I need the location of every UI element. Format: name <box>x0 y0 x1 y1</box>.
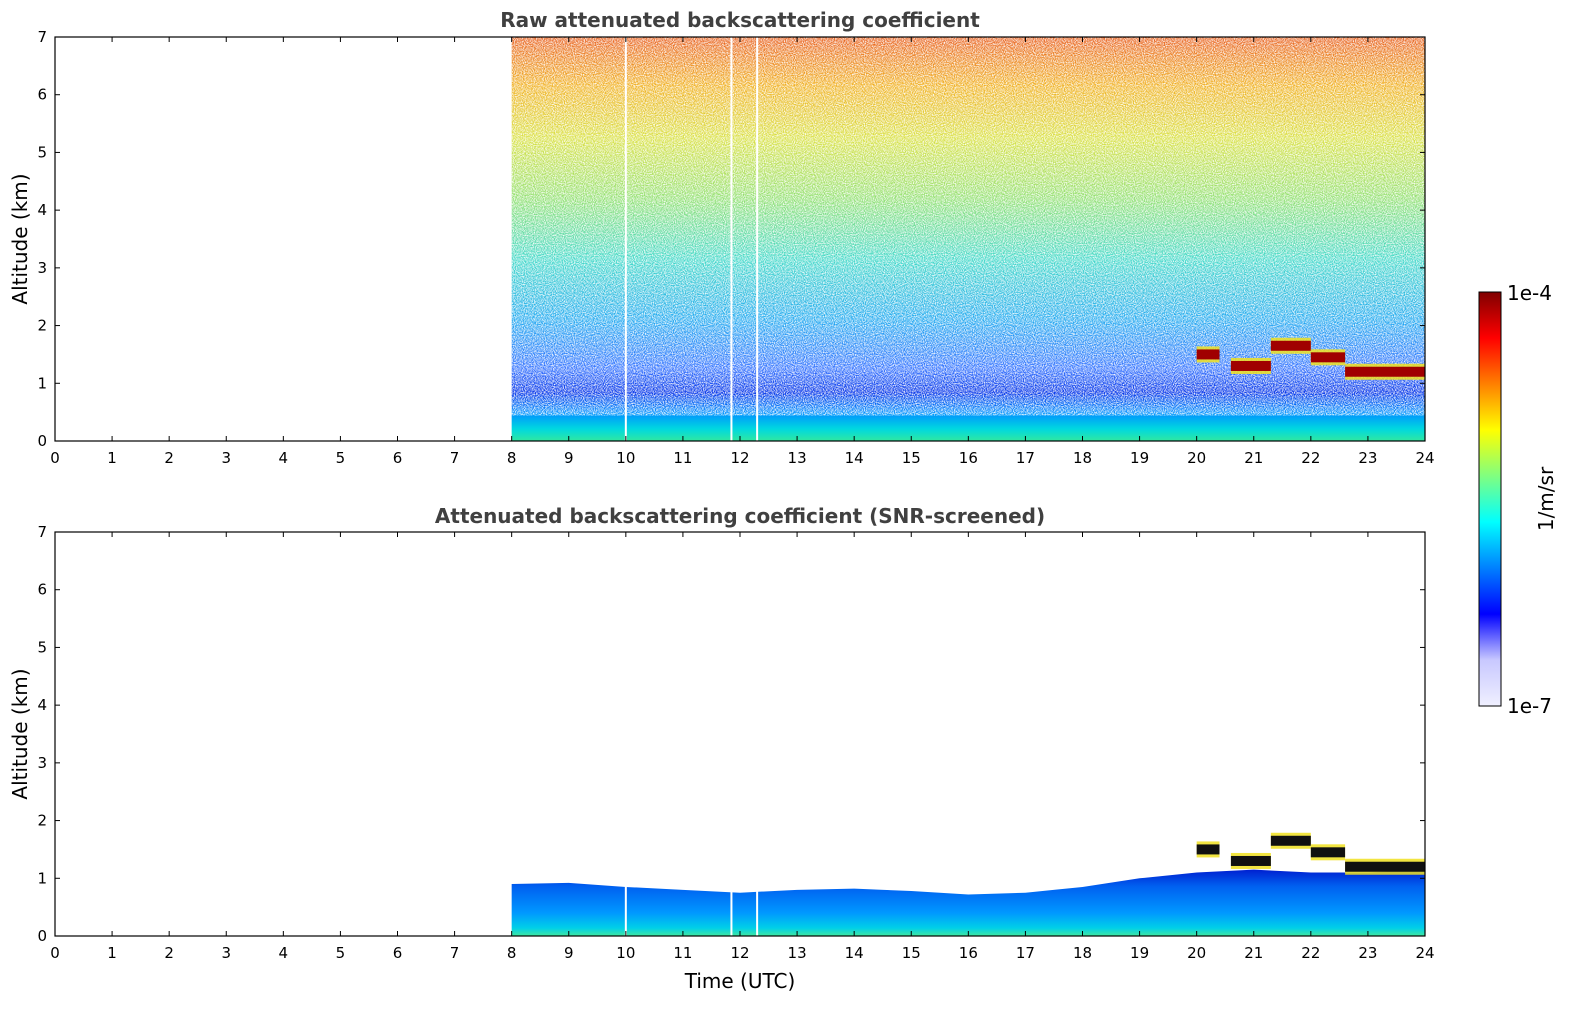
y-tick-label: 3 <box>37 754 47 772</box>
x-axis-label: Time (UTC) <box>684 969 796 993</box>
screened-panel-y-axis-label: Altitude (km) <box>8 668 32 799</box>
x-tick-label: 20 <box>1187 944 1206 962</box>
screened-panel-title: Attenuated backscattering coefficient (S… <box>435 504 1045 528</box>
x-tick-label: 9 <box>564 449 574 467</box>
y-tick-label: 4 <box>37 696 47 714</box>
raw-panel-title: Raw attenuated backscattering coefficien… <box>500 8 980 32</box>
boundary-layer-signal <box>511 869 1426 936</box>
x-tick-label: 23 <box>1358 449 1377 467</box>
y-tick-label: 1 <box>37 374 47 392</box>
x-tick-label: 0 <box>50 944 60 962</box>
x-tick-label: 14 <box>845 449 864 467</box>
x-tick-label: 15 <box>902 449 921 467</box>
x-tick-label: 12 <box>730 449 749 467</box>
raw-panel-axes: 0 1 2 3 4 5 6 7 8 9 10 11 12 13 14 15 16 17 18 19 20 21 22 23 24… <box>37 28 1434 467</box>
x-tick-label: 19 <box>1130 944 1149 962</box>
x-tick-label: 17 <box>1016 944 1035 962</box>
screened-panel-axes: 0 1 2 3 4 5 6 7 8 9 10 11 12 13 14 15 16 17 18 19 20 21 22 23 24… <box>37 523 1434 962</box>
x-tick-label: 5 <box>336 944 346 962</box>
y-tick-label: 0 <box>37 432 47 450</box>
y-tick-label: 2 <box>37 812 47 830</box>
raw-backscatter-heatmap <box>511 37 1426 441</box>
cloud-layer <box>1196 349 1220 360</box>
x-tick-label: 3 <box>221 449 231 467</box>
cloud-layer <box>1196 844 1220 855</box>
x-tick-label: 16 <box>959 944 978 962</box>
x-tick-label: 21 <box>1244 944 1263 962</box>
y-tick-label: 7 <box>37 28 47 46</box>
x-tick-label: 1 <box>107 944 117 962</box>
x-tick-label: 13 <box>788 944 807 962</box>
x-tick-label: 4 <box>279 449 289 467</box>
x-tick-label: 16 <box>959 449 978 467</box>
colorbar-scale <box>1478 291 1502 707</box>
x-tick-label: 1 <box>107 449 117 467</box>
x-tick-label: 15 <box>902 944 921 962</box>
x-tick-label: 20 <box>1187 449 1206 467</box>
y-tick-label: 4 <box>37 201 47 219</box>
x-tick-label: 8 <box>507 449 517 467</box>
cloud-layer <box>1310 352 1346 363</box>
y-tick-label: 2 <box>37 317 47 335</box>
x-tick-label: 22 <box>1301 449 1320 467</box>
x-tick-label: 3 <box>221 944 231 962</box>
x-tick-label: 7 <box>450 449 460 467</box>
x-tick-label: 17 <box>1016 449 1035 467</box>
x-tick-label: 23 <box>1358 944 1377 962</box>
y-tick-label: 7 <box>37 523 47 541</box>
x-tick-label: 5 <box>336 449 346 467</box>
x-tick-label: 12 <box>730 944 749 962</box>
y-tick-label: 5 <box>37 638 47 656</box>
raw-panel-y-axis-label: Altitude (km) <box>8 173 32 304</box>
x-tick-label: 4 <box>279 944 289 962</box>
y-tick-label: 1 <box>37 869 47 887</box>
x-tick-label: 0 <box>50 449 60 467</box>
y-tick-label: 5 <box>37 143 47 161</box>
cloud-layer <box>1270 835 1311 846</box>
screened-backscatter-panel: Attenuated backscattering coefficient (S… <box>8 504 1435 993</box>
screened-backscatter-heatmap <box>511 532 1426 936</box>
x-tick-label: 2 <box>164 944 174 962</box>
noise-speckle <box>511 37 1426 416</box>
x-tick-label: 2 <box>164 449 174 467</box>
x-tick-label: 10 <box>616 944 635 962</box>
x-tick-label: 8 <box>507 944 517 962</box>
cloud-layer <box>1230 855 1271 866</box>
cloud-layer <box>1345 861 1425 872</box>
x-tick-label: 10 <box>616 449 635 467</box>
x-tick-label: 9 <box>564 944 574 962</box>
y-tick-label: 3 <box>37 259 47 277</box>
x-tick-label: 6 <box>393 449 403 467</box>
cloud-layer <box>1345 366 1425 377</box>
x-tick-label: 18 <box>1073 944 1092 962</box>
y-tick-label: 6 <box>37 581 47 599</box>
colorbar-unit-label: 1/m/sr <box>1534 466 1558 531</box>
x-tick-label: 19 <box>1130 449 1149 467</box>
x-tick-label: 6 <box>393 944 403 962</box>
y-tick-label: 0 <box>37 927 47 945</box>
x-tick-label: 24 <box>1415 944 1434 962</box>
x-tick-label: 13 <box>788 449 807 467</box>
x-tick-label: 11 <box>673 449 692 467</box>
cloud-layer <box>1270 340 1311 351</box>
y-tick-label: 6 <box>37 86 47 104</box>
colorbar-max-label: 1e-4 <box>1507 281 1552 305</box>
x-tick-label: 7 <box>450 944 460 962</box>
cloud-layer <box>1310 847 1346 858</box>
x-tick-label: 22 <box>1301 944 1320 962</box>
x-tick-label: 21 <box>1244 449 1263 467</box>
x-tick-label: 18 <box>1073 449 1092 467</box>
raw-backscatter-panel: Raw attenuated backscattering coefficien… <box>8 8 1435 467</box>
colorbar-min-label: 1e-7 <box>1507 694 1552 718</box>
x-tick-label: 24 <box>1415 449 1434 467</box>
cloud-layer <box>1230 360 1271 371</box>
x-tick-label: 11 <box>673 944 692 962</box>
x-tick-label: 14 <box>845 944 864 962</box>
colorbar: 1e-4 1e-7 1/m/sr <box>1478 281 1558 718</box>
